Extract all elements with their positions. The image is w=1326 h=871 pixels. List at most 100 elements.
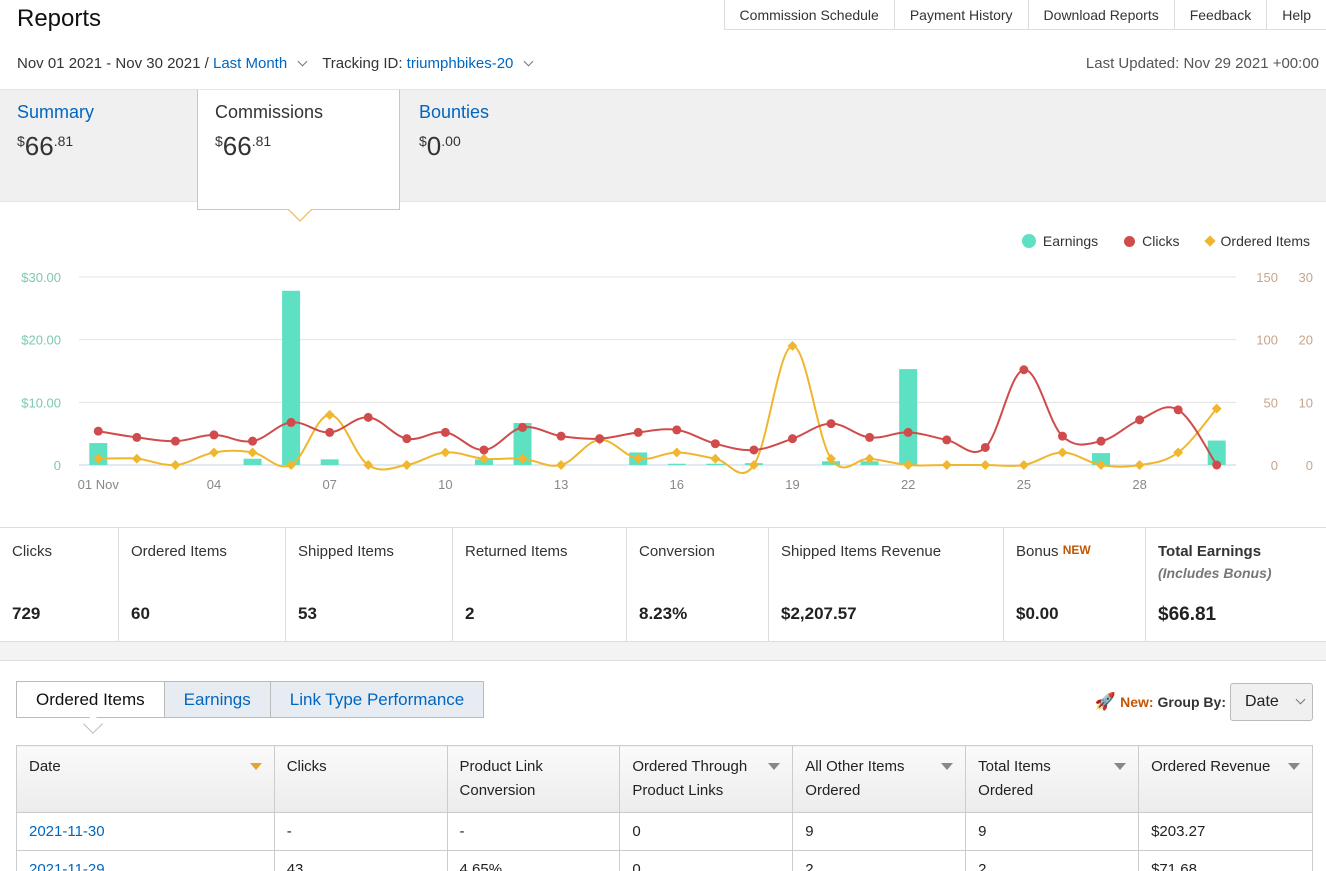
tab-earnings[interactable]: Earnings <box>164 681 271 718</box>
ordered-items-point <box>209 447 219 458</box>
clicks-point <box>518 422 528 432</box>
ordered-items-point <box>324 409 335 420</box>
clicks-point <box>556 431 566 441</box>
earnings-chart: $30.00 150 30$20.00 100 20$10.00 50 100 0 001 No… <box>21 270 1313 492</box>
ordered-items-point <box>787 340 798 351</box>
tab-link-type-performance[interactable]: Link Type Performance <box>270 681 485 718</box>
metric-total-earnings: Total Earnings (Includes Bonus) $66.81 <box>1158 543 1272 625</box>
ordered-axis-tick: 0 <box>1306 458 1313 473</box>
row-date-link[interactable]: 2021-11-29 <box>16 850 275 871</box>
left-axis-tick: $30.00 <box>21 270 61 285</box>
earnings-bar <box>899 369 918 465</box>
nav-feedback[interactable]: Feedback <box>1174 0 1268 30</box>
ordered-items-point <box>633 453 644 464</box>
tab-commissions[interactable]: Commissions $66.81 <box>197 90 400 222</box>
clicks-point <box>903 427 913 437</box>
table-row: 2021-11-30 - - 0 9 9 $203.27 <box>16 812 1313 851</box>
clicks-point <box>248 436 258 446</box>
ordered-axis-tick: 20 <box>1299 333 1313 348</box>
x-axis-tick: 01 Nov <box>78 477 120 492</box>
clicks-point <box>865 432 875 442</box>
nav-commission-schedule[interactable]: Commission Schedule <box>724 0 895 30</box>
clicks-point <box>363 412 373 422</box>
ordered-items-point <box>748 460 759 470</box>
sort-caret-icon[interactable] <box>768 763 781 770</box>
x-axis-tick: 07 <box>322 477 336 492</box>
ordered-items-point <box>1211 403 1222 414</box>
chart-legend: Earnings Clicks Ordered Items <box>1021 233 1310 249</box>
earnings-bar <box>667 463 686 465</box>
clicks-point <box>1212 460 1222 470</box>
clicks-point <box>132 432 142 442</box>
tab-bounties[interactable]: Bounties $0.00 <box>402 90 602 202</box>
clicks-point <box>980 442 990 452</box>
metric-bonus: Bonus NEW $0.00 <box>1004 528 1146 641</box>
ordered-items-point <box>710 453 721 464</box>
clicks-point <box>209 430 219 440</box>
column-header-total-items[interactable]: Total Items Ordered <box>965 745 1140 813</box>
ordered-items-point <box>247 447 258 458</box>
column-header-ordered-through-links[interactable]: Ordered Through Product Links <box>619 745 794 813</box>
clicks-point <box>1096 436 1106 446</box>
left-axis-tick: $10.00 <box>21 395 61 410</box>
ordered-axis-tick: 30 <box>1299 270 1313 285</box>
column-header-all-other-items[interactable]: All Other Items Ordered <box>792 745 967 813</box>
cell-conversion: - <box>446 812 621 851</box>
clicks-point <box>595 434 605 444</box>
x-axis-tick: 22 <box>901 477 915 492</box>
report-filters: Nov 01 2021 - Nov 30 2021 / Last Month T… <box>17 55 542 72</box>
column-header-clicks[interactable]: Clicks <box>273 745 448 813</box>
cell-total-items: 9 <box>965 812 1140 851</box>
legend-clicks[interactable]: Clicks <box>1124 233 1180 249</box>
x-axis-tick: 10 <box>438 477 452 492</box>
ordered-axis-tick: 10 <box>1299 395 1313 410</box>
x-axis-tick: 04 <box>207 477 221 492</box>
clicks-point <box>672 425 682 435</box>
last-updated: Last Updated: Nov 29 2021 +00:00 <box>1085 55 1319 72</box>
date-range-text: Nov 01 2021 - Nov 30 2021 <box>17 55 201 72</box>
ordered-items-point <box>671 447 682 458</box>
legend-ordered-items[interactable]: Ordered Items <box>1203 233 1310 249</box>
clicks-line <box>98 368 1218 466</box>
nav-payment-history[interactable]: Payment History <box>894 0 1029 30</box>
clicks-point <box>826 419 836 429</box>
ordered-items-point <box>1018 460 1029 470</box>
sort-caret-icon[interactable] <box>1114 763 1127 770</box>
column-header-product-link-conversion[interactable]: Product Link Conversion <box>446 745 621 813</box>
ordered-items-point <box>980 460 991 470</box>
clicks-point <box>749 445 759 455</box>
sort-caret-icon[interactable] <box>1288 763 1300 770</box>
clicks-point <box>710 439 720 449</box>
chevron-down-icon[interactable] <box>297 56 308 67</box>
clicks-point <box>633 427 643 437</box>
metric-shipped-items: Shipped Items 53 <box>286 528 453 641</box>
column-header-ordered-revenue[interactable]: Ordered Revenue <box>1138 745 1313 813</box>
clicks-axis-tick: 0 <box>1271 458 1278 473</box>
row-date-link[interactable]: 2021-11-30 <box>16 812 275 851</box>
cell-ordered-through-links: 0 <box>619 812 794 851</box>
cell-conversion: 4.65% <box>446 850 621 871</box>
nav-help[interactable]: Help <box>1267 0 1326 30</box>
tab-ordered-items[interactable]: Ordered Items <box>16 681 165 718</box>
column-header-date[interactable]: Date <box>16 745 275 813</box>
group-by-select[interactable]: Date <box>1230 683 1313 721</box>
clicks-swatch-icon <box>1124 235 1136 247</box>
legend-earnings[interactable]: Earnings <box>1021 233 1098 249</box>
tracking-id-dropdown[interactable]: triumphbikes-20 <box>406 55 514 72</box>
chevron-down-icon <box>1295 694 1306 705</box>
date-preset-dropdown[interactable]: Last Month <box>212 55 288 72</box>
nav-download-reports[interactable]: Download Reports <box>1028 0 1175 30</box>
tab-summary[interactable]: Summary $66.81 <box>0 90 197 202</box>
earnings-bar <box>282 290 301 465</box>
clicks-point <box>942 435 952 445</box>
metric-clicks: Clicks 729 <box>0 528 119 641</box>
chevron-down-icon[interactable] <box>523 56 534 67</box>
page-title: Reports <box>17 5 102 32</box>
sort-caret-icon[interactable] <box>249 763 262 770</box>
clicks-point <box>93 426 103 436</box>
sort-caret-icon[interactable] <box>941 763 954 770</box>
x-axis-tick: 28 <box>1132 477 1146 492</box>
cell-all-other-items: 2 <box>792 850 967 871</box>
ordered-items-point <box>170 460 181 470</box>
cell-all-other-items: 9 <box>792 812 967 851</box>
